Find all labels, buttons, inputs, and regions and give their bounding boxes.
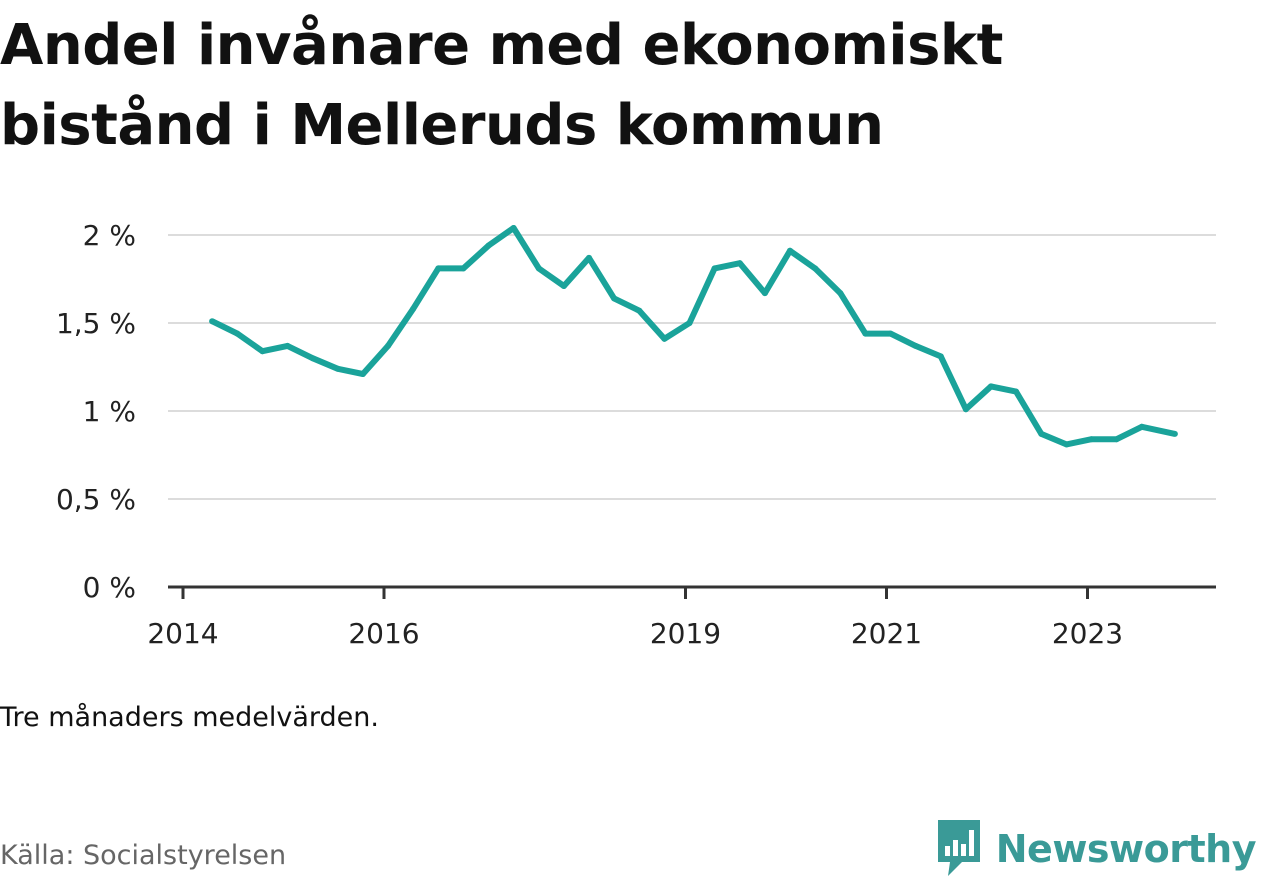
data-point [1113, 436, 1120, 443]
data-point [385, 342, 391, 349]
data-point [1013, 388, 1020, 395]
data-point [761, 290, 768, 297]
y-tick-label: 2 % [83, 219, 136, 252]
data-point [736, 260, 743, 267]
data-point [611, 295, 618, 302]
y-tick-label: 1 % [83, 395, 136, 428]
x-tick-label: 2019 [650, 617, 721, 650]
data-point [711, 265, 718, 272]
line-chart: 0 % 0,5 % 1 % 1,5 % 2 % 2014 2016 2019 2021 2023 [56, 219, 1216, 650]
chart-title: Andel invånare med ekonomiskt bistånd i … [0, 6, 1240, 166]
data-point [435, 265, 442, 272]
data-point [988, 383, 994, 390]
data-point [812, 265, 819, 272]
data-point [485, 242, 492, 249]
data-point [937, 353, 944, 360]
data-point [1138, 423, 1145, 430]
data-point [787, 247, 793, 254]
chart-title-line-1: Andel invånare med ekonomiskt [0, 13, 1003, 78]
x-tick-label: 2014 [147, 617, 218, 650]
data-point [359, 371, 366, 377]
x-axis [168, 585, 1216, 599]
data-point [1038, 430, 1045, 437]
brand-logo[interactable]: Newsworthy [934, 818, 1257, 880]
gridlines [168, 234, 1216, 500]
data-point [410, 305, 417, 312]
data-point [259, 348, 266, 355]
source-label: Källa: Socialstyrelsen [0, 840, 287, 871]
x-axis-tick-labels: 2014 2016 2019 2021 2023 [147, 617, 1123, 650]
data-point [862, 330, 869, 337]
data-point [586, 254, 592, 261]
data-point [234, 330, 241, 337]
data-point [284, 342, 291, 349]
y-tick-label: 0,5 % [56, 483, 136, 516]
data-point [309, 355, 316, 362]
data-point [460, 265, 467, 272]
y-axis-tick-labels: 0 % 0,5 % 1 % 1,5 % 2 % [56, 219, 136, 604]
series-layer [209, 225, 1178, 448]
data-point [962, 406, 969, 413]
data-point [837, 290, 844, 297]
data-point [1063, 441, 1070, 448]
data-point [560, 283, 567, 289]
data-point [887, 330, 894, 337]
data-point [510, 225, 517, 231]
newsworthy-logo-icon [937, 820, 980, 876]
data-point [686, 320, 693, 326]
chart-title-line-2: bistånd i Melleruds kommun [0, 93, 884, 158]
x-tick-label: 2023 [1052, 617, 1123, 650]
data-point [209, 318, 216, 325]
x-tick-label: 2016 [348, 617, 419, 650]
data-point [912, 342, 919, 349]
x-tick-label: 2021 [851, 617, 922, 650]
data-point [535, 265, 542, 272]
y-tick-label: 1,5 % [56, 307, 136, 340]
data-point [1088, 436, 1095, 443]
data-point [1171, 430, 1178, 437]
brand-name: Newsworthy [995, 827, 1257, 871]
data-point [636, 307, 643, 314]
chart-note: Tre månaders medelvärden. [0, 702, 379, 733]
data-point [334, 365, 341, 372]
data-point [661, 335, 668, 342]
y-tick-label: 0 % [83, 571, 136, 604]
